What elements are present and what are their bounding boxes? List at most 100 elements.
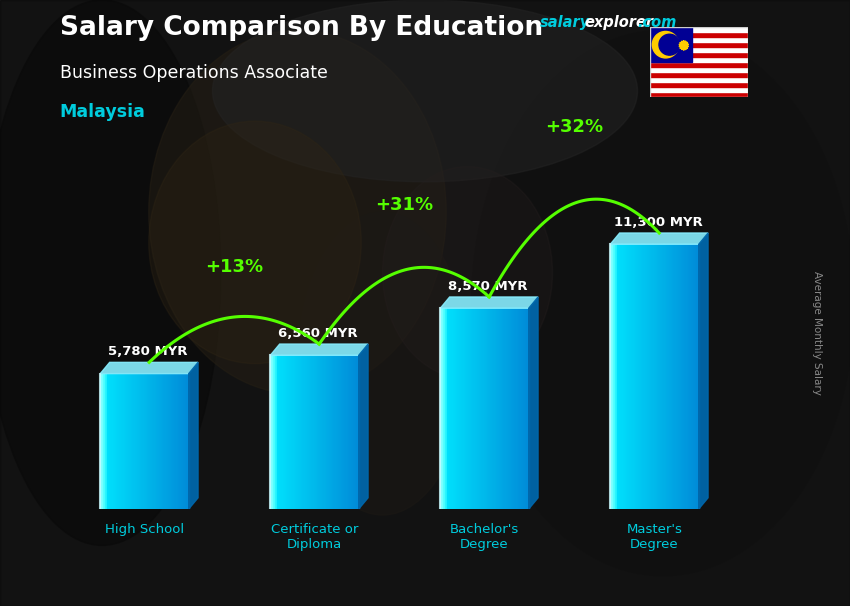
Bar <box>449 308 451 509</box>
Bar <box>661 244 664 509</box>
Polygon shape <box>529 297 538 509</box>
Text: +32%: +32% <box>545 118 604 136</box>
Bar <box>156 374 158 509</box>
Bar <box>292 355 295 509</box>
Polygon shape <box>359 344 368 509</box>
Bar <box>650 72 748 77</box>
Bar <box>690 244 693 509</box>
Bar <box>301 355 303 509</box>
Bar <box>462 308 465 509</box>
Bar <box>696 244 699 509</box>
Text: explorer: explorer <box>585 15 654 30</box>
Bar <box>151 374 154 509</box>
Bar <box>654 244 657 509</box>
Bar <box>650 77 748 82</box>
Bar <box>127 374 129 509</box>
Bar <box>295 355 298 509</box>
Bar <box>663 244 666 509</box>
Bar <box>650 62 748 67</box>
Bar <box>650 37 748 42</box>
Bar <box>657 244 660 509</box>
Bar <box>504 308 507 509</box>
Bar <box>328 355 331 509</box>
Text: Business Operations Associate: Business Operations Associate <box>60 64 327 82</box>
Polygon shape <box>100 362 198 374</box>
Bar <box>337 355 339 509</box>
Bar <box>650 32 748 37</box>
Bar <box>314 355 317 509</box>
Bar <box>626 244 628 509</box>
Bar <box>443 308 445 509</box>
Bar <box>635 244 638 509</box>
Ellipse shape <box>382 167 552 379</box>
Bar <box>114 374 116 509</box>
Bar <box>617 244 620 509</box>
Bar <box>650 92 748 97</box>
Bar <box>348 355 350 509</box>
Bar <box>105 374 107 509</box>
Bar <box>299 355 302 509</box>
Bar <box>162 374 165 509</box>
Bar <box>456 308 458 509</box>
Bar <box>326 355 328 509</box>
Bar <box>109 374 111 509</box>
Bar <box>487 308 490 509</box>
Bar <box>637 244 639 509</box>
Ellipse shape <box>472 30 850 576</box>
Bar <box>646 244 649 509</box>
Bar <box>120 374 122 509</box>
Bar <box>476 308 479 509</box>
Bar <box>350 355 353 509</box>
Bar <box>275 355 277 509</box>
Bar <box>511 308 513 509</box>
Bar <box>345 355 348 509</box>
Bar <box>178 374 180 509</box>
Bar <box>144 374 147 509</box>
Bar <box>692 244 694 509</box>
Bar <box>343 355 346 509</box>
Bar <box>312 355 314 509</box>
Bar <box>451 308 454 509</box>
Bar <box>149 374 151 509</box>
Bar <box>270 355 273 509</box>
Bar <box>153 374 156 509</box>
Bar <box>122 374 125 509</box>
Bar <box>520 308 523 509</box>
Bar <box>125 374 127 509</box>
Bar <box>628 244 631 509</box>
Bar <box>480 308 483 509</box>
Bar <box>142 374 145 509</box>
Bar <box>507 308 509 509</box>
Bar <box>613 244 615 509</box>
Text: Malaysia: Malaysia <box>60 103 145 121</box>
Bar <box>666 244 668 509</box>
Bar <box>332 355 335 509</box>
Bar <box>131 374 133 509</box>
Bar <box>650 27 748 32</box>
Bar <box>668 244 671 509</box>
Bar <box>685 244 688 509</box>
Bar <box>317 355 320 509</box>
Bar <box>100 374 103 509</box>
Polygon shape <box>610 233 708 244</box>
Bar <box>473 308 476 509</box>
Bar <box>679 244 682 509</box>
Bar <box>169 374 172 509</box>
Bar <box>659 244 661 509</box>
Bar <box>330 355 332 509</box>
Bar <box>297 355 299 509</box>
Polygon shape <box>440 297 538 308</box>
Bar <box>648 244 650 509</box>
Bar <box>641 244 643 509</box>
Bar <box>652 244 654 509</box>
Bar <box>111 374 114 509</box>
Text: 6,560 MYR: 6,560 MYR <box>279 327 358 340</box>
Ellipse shape <box>149 121 361 364</box>
Polygon shape <box>189 362 198 509</box>
Bar <box>186 374 189 509</box>
Text: +13%: +13% <box>205 258 264 276</box>
Bar <box>290 355 292 509</box>
Bar <box>319 355 321 509</box>
Ellipse shape <box>149 30 446 394</box>
Bar <box>681 244 683 509</box>
